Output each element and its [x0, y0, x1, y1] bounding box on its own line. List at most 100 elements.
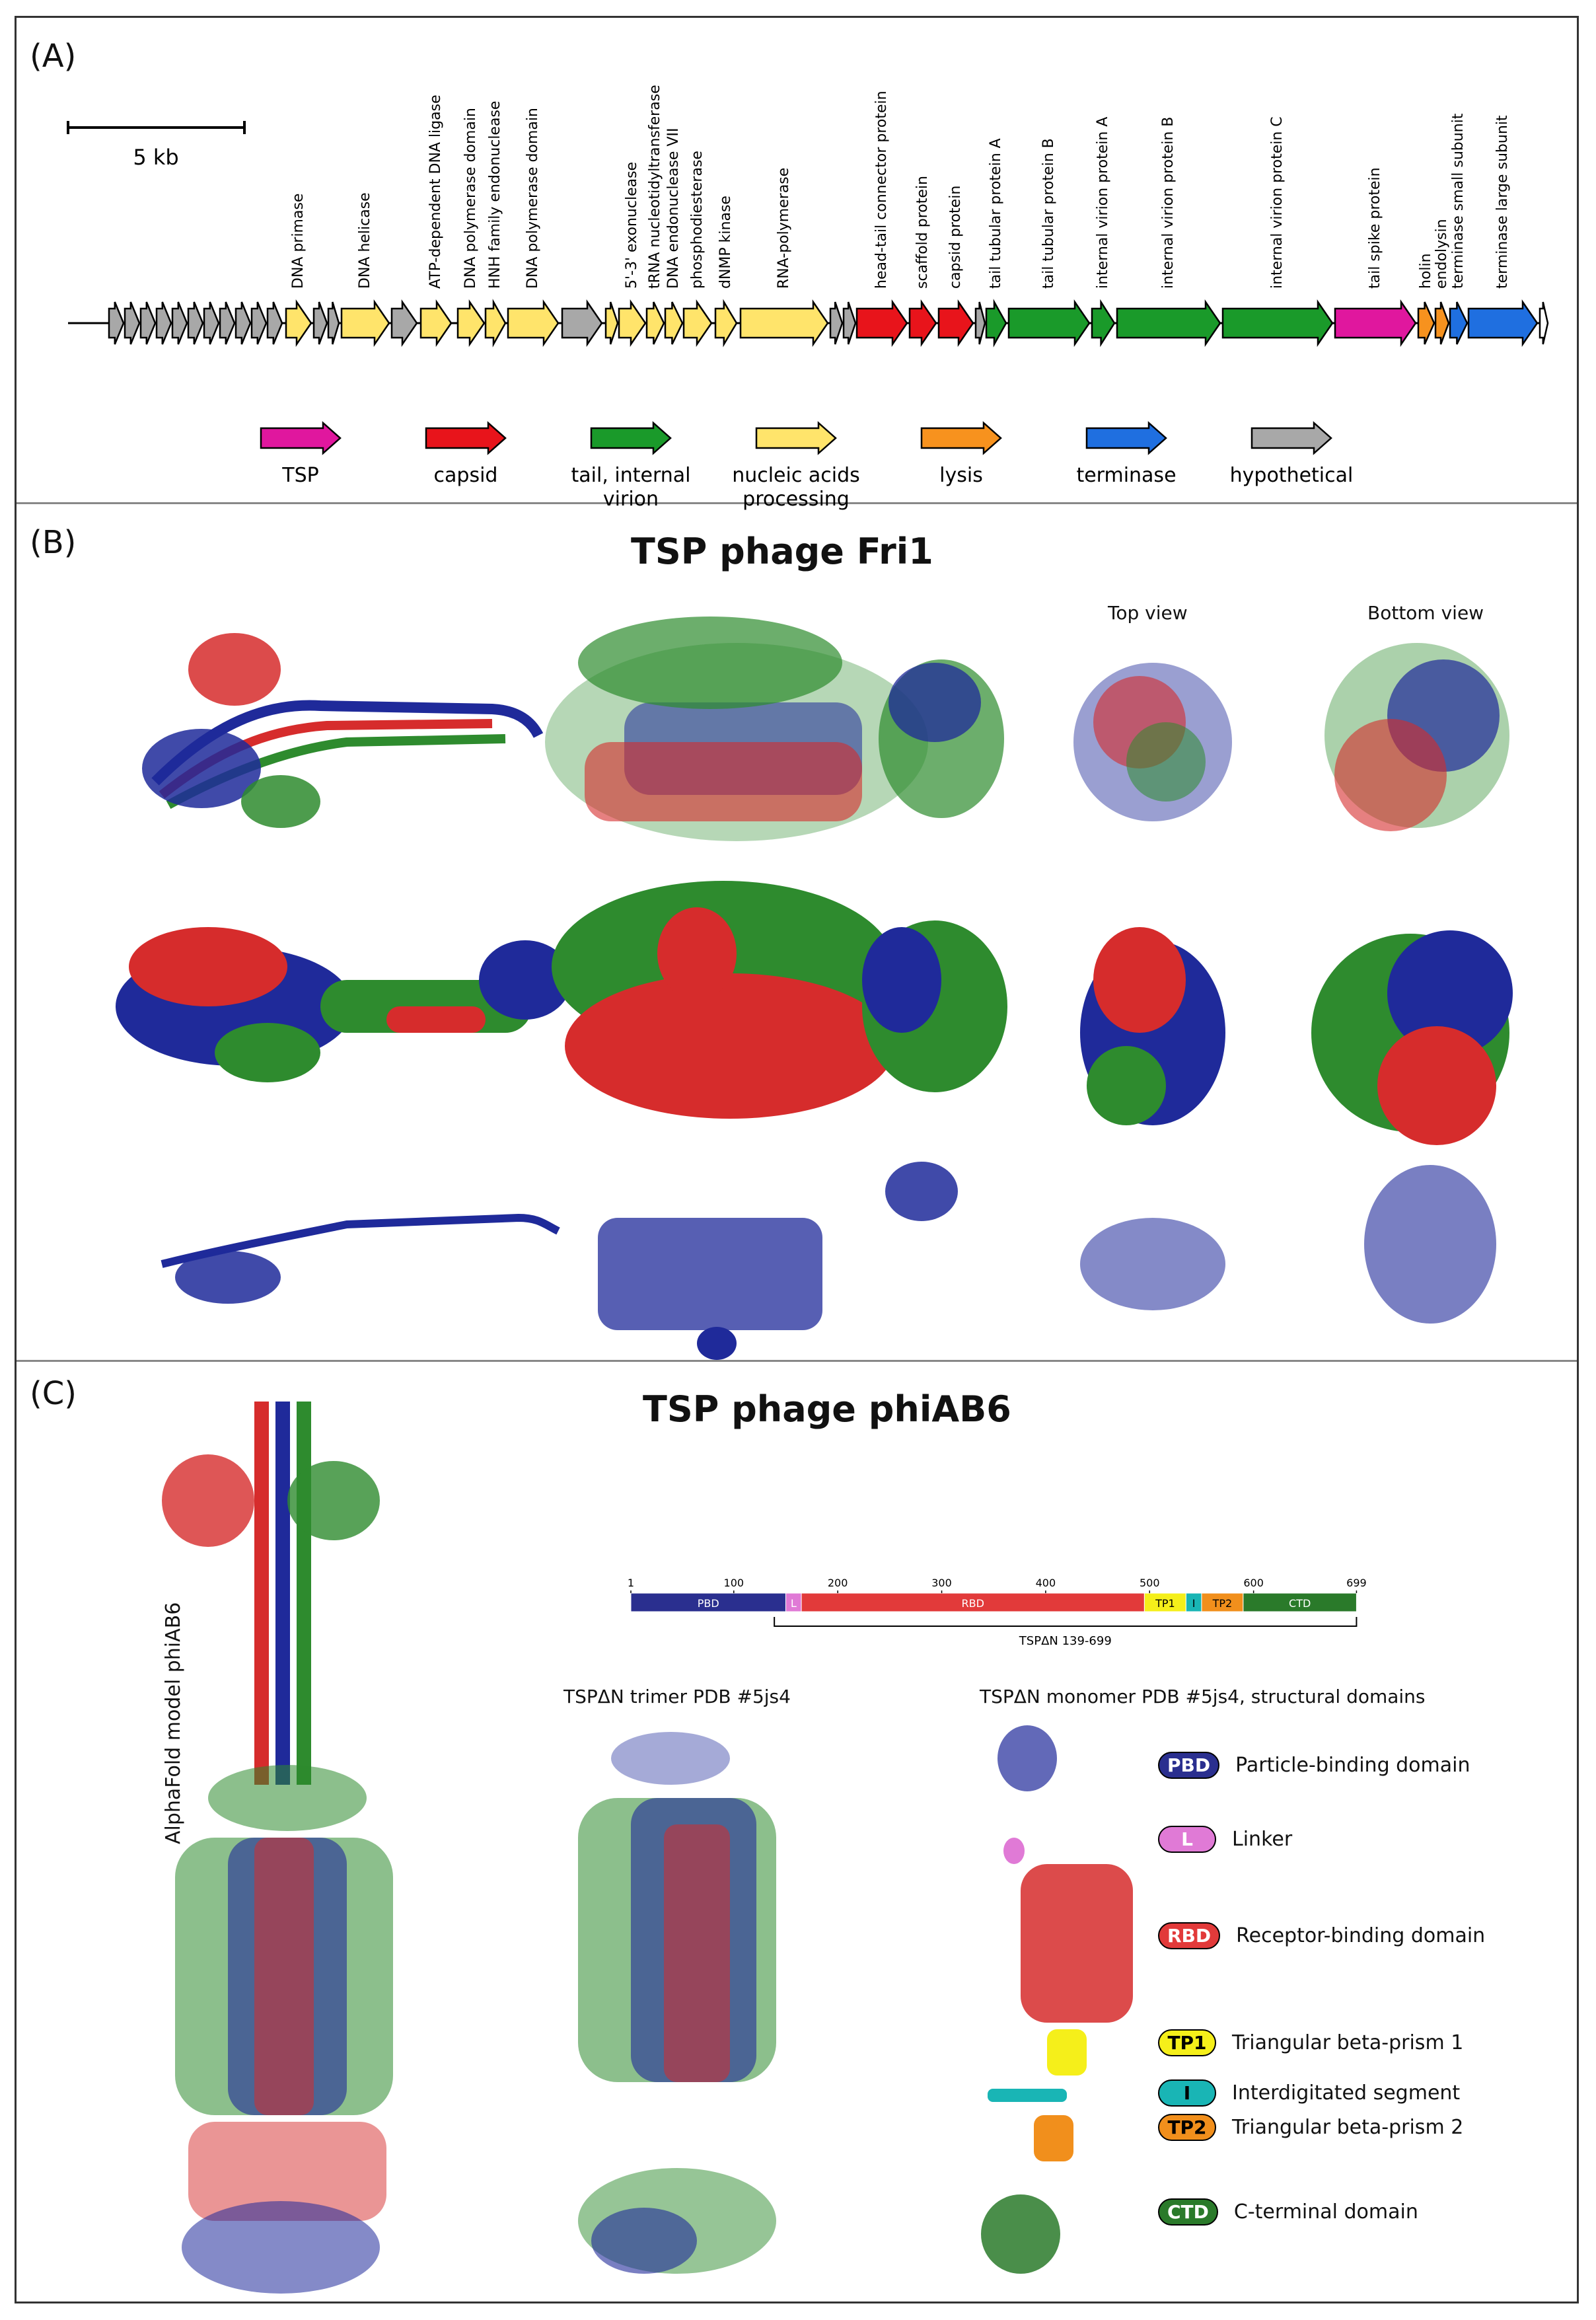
tick-label: 1: [628, 1577, 634, 1589]
genome-map: 5 kb DNA primase DNA helicase ATP-dependen…: [67, 85, 1549, 348]
panel-c-title: TSP phage phiAB6: [643, 1388, 1011, 1430]
gene-arrow: [1417, 301, 1435, 345]
gene-label: tRNA nucleotidyltransferase: [647, 85, 663, 289]
domain-segment: [1201, 1592, 1244, 1612]
label-tp2: Triangular beta-prism 2: [1232, 2116, 1464, 2139]
legend-arrow: [425, 421, 507, 455]
label-interdigitated: Interdigitated segment: [1232, 2081, 1461, 2105]
gene-arrow: [171, 301, 188, 345]
gene-arrow: [561, 299, 603, 348]
gene-labels: DNA primase DNA helicase ATP-dependent DNA…: [290, 85, 1511, 289]
gene-arrow: [312, 301, 328, 345]
gene-arrow: [1116, 299, 1221, 348]
gene-arrow: [266, 301, 283, 345]
fri1-monomer-cartoon: [161, 1162, 958, 1360]
gene-label: internal virion protein C: [1269, 116, 1286, 289]
panel-b-label: (B): [30, 524, 77, 561]
fri1-surface-trimer: [116, 881, 1007, 1119]
gene-arrow: [1007, 299, 1091, 348]
pill-ctd: CTD: [1158, 2198, 1218, 2226]
top-view-label: Top view: [1108, 602, 1188, 624]
figure: (A) 5 kb DNA primase DNA helicase ATP-depe…: [15, 16, 1579, 2303]
gene-arrow: [1221, 299, 1334, 348]
gene-arrow: [739, 299, 829, 348]
gene-label: 5'-3' exonuclease: [624, 162, 640, 289]
domain-segment-label: TP2: [1212, 1597, 1233, 1610]
alphafold-model: [162, 1402, 393, 2294]
gene-arrow: [327, 301, 340, 345]
gene-arrow: [618, 299, 647, 348]
gene-label: terminase small subunit: [1450, 113, 1467, 289]
fri1-structures: [116, 617, 1513, 1360]
phiab6-structures: [162, 1402, 1133, 2294]
gene-arrow: [974, 301, 986, 345]
gene-arrow: [340, 299, 390, 348]
legend-arrow: [590, 421, 672, 455]
gene-arrow: [985, 299, 1007, 348]
legend-label: tail, internal: [571, 464, 691, 487]
panel-a: (A) 5 kb DNA primase DNA helicase ATP-depe…: [17, 18, 1577, 511]
domain-segment: [630, 1592, 786, 1612]
gene-label: DNA primase: [290, 194, 307, 289]
legend-linker: L Linker: [1158, 1826, 1292, 1853]
legend-label: processing: [743, 488, 850, 511]
bottom-view-label: Bottom view: [1367, 602, 1484, 624]
legend-label: nucleic acids: [732, 464, 860, 487]
gene-arrow: [235, 301, 252, 345]
tick-label: 699: [1346, 1577, 1367, 1589]
gene-arrow: [155, 301, 172, 345]
gene-label: HNH family endonuclease: [487, 101, 503, 289]
legend-pbd: PBD Particle-binding domain: [1158, 1752, 1470, 1779]
monomer-structure: [981, 1725, 1133, 2274]
gene-label: tail spike protein: [1367, 167, 1383, 289]
label-rbd: Receptor-binding domain: [1236, 1924, 1486, 1947]
label-ctd: C-terminal domain: [1233, 2200, 1418, 2224]
gene-arrow: [1467, 299, 1539, 348]
gene-label: terminase large subunit: [1494, 115, 1511, 289]
tick-label: 100: [724, 1577, 744, 1589]
trimer-label: TSPΔN trimer PDB #5js4: [563, 1686, 791, 1707]
gene-arrow: [937, 299, 974, 348]
pill-tp1: TP1: [1158, 2029, 1216, 2056]
domain-segment-label: RBD: [962, 1597, 984, 1610]
gene-arrow: [285, 299, 312, 348]
gene-label: phosphodiesterase: [689, 151, 706, 289]
pill-tp2: TP2: [1158, 2114, 1216, 2141]
gene-arrow: [187, 301, 204, 345]
legend-label: virion: [603, 488, 659, 511]
panel-b-title: TSP phage Fri1: [631, 531, 933, 572]
gene-arrow: [855, 299, 908, 348]
legend-interdigitated: I Interdigitated segment: [1158, 2079, 1460, 2107]
tick-label: 200: [828, 1577, 848, 1589]
panel-c-label: (C): [30, 1375, 77, 1412]
gene-arrow: [507, 299, 560, 348]
gene-label: internal virion protein B: [1160, 117, 1177, 289]
panel-b: (B) TSP phage Fri1 Top view Bottom view: [17, 504, 1577, 1362]
gene-label: head-tail connector protein: [873, 91, 890, 289]
gene-arrow: [139, 301, 157, 345]
gene-arrow: [124, 301, 141, 345]
gene-arrow: [908, 299, 937, 348]
gene-arrow: [390, 299, 418, 348]
gene-label: DNA helicase: [357, 192, 373, 289]
legend-label: hypothetical: [1230, 464, 1354, 487]
gene-arrow: [419, 299, 453, 348]
gene-arrow: [108, 301, 125, 345]
legend-arrow: [920, 421, 1002, 455]
gene-label: ATP-dependent DNA ligase: [427, 94, 444, 289]
legend-rbd: RBD Receptor-binding domain: [1158, 1922, 1485, 1949]
gene-arrow: [484, 299, 507, 348]
gene-arrow: [1539, 301, 1549, 345]
legend-tp1: TP1 Triangular beta-prism 1: [1158, 2029, 1463, 2056]
panel-a-label: (A): [30, 38, 77, 75]
gene-arrow: [664, 301, 684, 345]
fri1-monomer-bottom-view: [1364, 1165, 1496, 1324]
pill-linker: L: [1158, 1826, 1216, 1853]
legend-label: capsid: [434, 464, 498, 487]
gene-arrow: [1434, 301, 1450, 345]
gene-label: scaffold protein: [914, 176, 931, 289]
gene-arrow: [842, 301, 857, 345]
tick-label: 600: [1243, 1577, 1264, 1589]
gene-label: tail tubular protein A: [988, 138, 1004, 289]
